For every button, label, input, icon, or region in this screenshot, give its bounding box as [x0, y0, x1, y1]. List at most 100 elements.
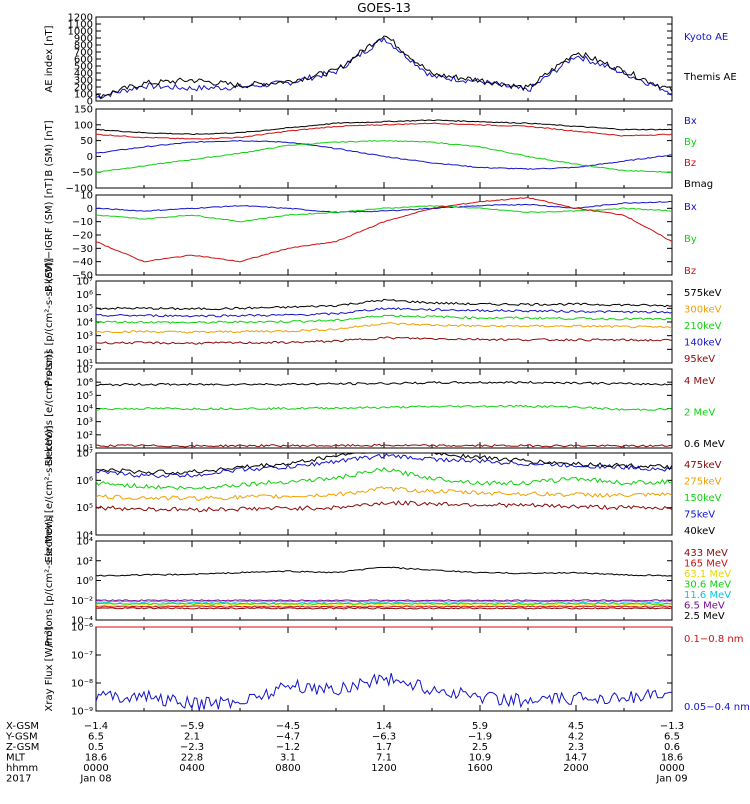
y-tick-label: −20 — [72, 231, 93, 242]
legend-label: 475keV — [684, 460, 722, 471]
ephem-value: 1200 — [371, 763, 396, 774]
ephem-row-label: hhmm — [6, 763, 38, 774]
ephem-end-date: Jan 09 — [655, 774, 687, 785]
series-line — [95, 196, 673, 263]
ephem-value: 22.8 — [181, 753, 203, 764]
ephem-value: 14.7 — [565, 753, 587, 764]
y-tick-label: 10⁰ — [76, 576, 93, 587]
ephem-value: 2.3 — [568, 742, 584, 753]
legend-label: 0.1−0.8 nm — [684, 634, 743, 645]
y-axis-label: AE index [nT] — [44, 25, 55, 92]
y-tick-label: 200 — [74, 83, 93, 94]
series-line — [95, 200, 673, 214]
y-tick-label: 10⁶ — [76, 378, 93, 389]
series-line — [95, 453, 673, 479]
y-tick-label: 900 — [74, 34, 93, 45]
y-tick-label: 10⁴ — [76, 404, 93, 415]
ephem-value: −1.4 — [84, 721, 108, 732]
y-tick-label: 1000 — [68, 27, 93, 38]
y-tick-label: −40 — [72, 257, 93, 268]
legend-label: 40keV — [684, 526, 715, 537]
ephem-value: −1.9 — [468, 732, 492, 743]
series-line — [95, 380, 673, 387]
legend-label: 0.6 MeV — [684, 439, 725, 450]
y-tick-label: 0 — [87, 204, 93, 215]
ephem-value: −1.2 — [276, 742, 300, 753]
ephem-start-date: Jan 08 — [79, 774, 111, 785]
legend-label: 11.6 MeV — [684, 590, 731, 601]
y-tick-label: 150 — [74, 105, 93, 116]
series-line — [95, 119, 673, 136]
series-line — [95, 322, 673, 334]
series-line — [95, 672, 673, 711]
legend-label: By — [684, 137, 697, 148]
series-line — [95, 205, 673, 223]
ephem-value: 0.5 — [88, 742, 104, 753]
ephem-value: 0000 — [659, 763, 684, 774]
y-tick-label: 10⁻⁷ — [71, 651, 93, 662]
series-line — [95, 566, 673, 577]
series-line — [96, 452, 673, 475]
y-tick-label: 800 — [74, 41, 93, 52]
ephem-value: −6.3 — [372, 732, 396, 743]
y-tick-label: 10⁴ — [76, 531, 93, 542]
legend-label: Bx — [684, 202, 697, 213]
y-axis-label: Electrons [e/(cm²-s-sr-keV)] — [44, 425, 55, 562]
legend-label: 210keV — [684, 321, 722, 332]
y-tick-label: 300 — [74, 76, 93, 87]
series-line — [95, 500, 673, 513]
y-tick-label: 100 — [74, 120, 93, 131]
legend-label: 300keV — [684, 305, 722, 316]
y-tick-label: −30 — [72, 244, 93, 255]
series-line — [95, 443, 673, 448]
legend-label: 95keV — [684, 354, 715, 365]
ephem-value: 18.6 — [661, 753, 683, 764]
ephem-value: 6.5 — [88, 732, 104, 743]
panel-frame — [95, 16, 673, 102]
y-tick-label: 10⁵ — [76, 391, 93, 402]
y-tick-label: 10 — [80, 191, 93, 202]
series-line — [95, 307, 673, 318]
y-tick-label: 10⁴ — [76, 318, 93, 329]
legend-label: 30.6 MeV — [684, 580, 731, 591]
ephem-value: −2.3 — [180, 742, 204, 753]
legend-label: 140keV — [684, 338, 722, 349]
ephem-value: 1.4 — [376, 721, 392, 732]
y-tick-label: 10⁻⁴ — [71, 616, 93, 627]
legend-label: 150keV — [684, 493, 722, 504]
legend-label: Bz — [684, 266, 696, 277]
ephem-value: −5.9 — [180, 721, 204, 732]
y-tick-label: 500 — [74, 62, 93, 73]
series-line — [95, 603, 673, 607]
ephem-value: 1.7 — [376, 742, 392, 753]
series-line — [95, 139, 673, 170]
y-tick-label: 1100 — [68, 20, 93, 31]
y-tick-label: 10⁷ — [76, 449, 93, 460]
y-tick-label: 10³ — [76, 331, 93, 342]
legend-label: 63.1 MeV — [684, 569, 731, 580]
series-line — [95, 35, 673, 100]
series-line — [95, 600, 673, 604]
ephem-value: −4.7 — [276, 732, 300, 743]
legend-label: 575keV — [684, 288, 722, 299]
legend-label: 2 MeV — [684, 408, 715, 419]
y-tick-label: 600 — [74, 55, 93, 66]
series-line — [96, 122, 673, 140]
series-line — [95, 298, 673, 311]
y-tick-label: 10¹ — [76, 359, 93, 370]
y-axis-label: Protons [p/(cm²-s-sr-MeV)] — [44, 515, 55, 647]
y-tick-label: 0 — [87, 152, 93, 163]
ephem-value: 4.5 — [568, 721, 584, 732]
series-line — [95, 602, 673, 605]
legend-label: 75keV — [684, 510, 715, 521]
y-axis-label: B (SM) [nT] — [44, 120, 55, 176]
legend-label: Bx — [684, 116, 697, 127]
y-tick-label: 10⁷ — [76, 277, 93, 288]
ephem-value: 3.1 — [280, 753, 296, 764]
legend-label: 4 MeV — [684, 376, 715, 387]
ephem-value: 0000 — [83, 763, 108, 774]
y-axis-label: Electrons [e/(cm²-s-sr)] — [44, 351, 55, 467]
y-tick-label: 10⁵ — [76, 503, 93, 514]
y-axis-label: Xray Flux [W/m²] — [44, 626, 55, 711]
